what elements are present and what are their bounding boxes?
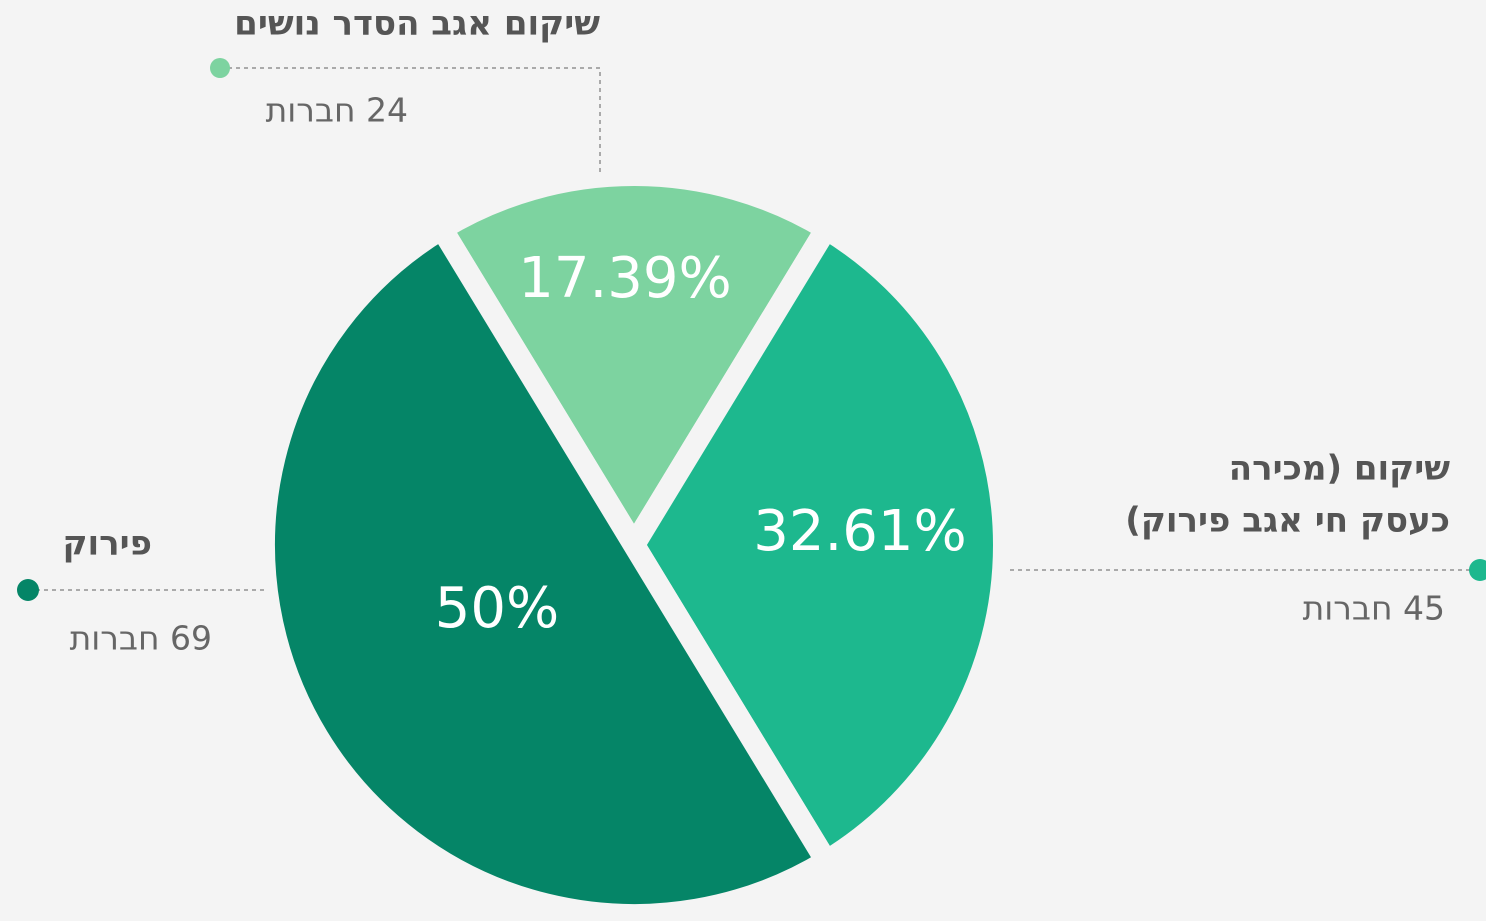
- pie-slice: [621, 213, 1015, 877]
- slice-label: שיקום (מכירה: [1229, 449, 1450, 489]
- slice-label: כעסק חי אגב פירוק): [1125, 501, 1450, 541]
- leader-line: [220, 67, 601, 175]
- pie: [253, 164, 1015, 921]
- value-label: 32.61%: [753, 499, 967, 564]
- pie-slice: [426, 164, 842, 567]
- slice-label: שיקום אגב הסדר נושים: [234, 4, 600, 44]
- value-label: 50%: [435, 576, 559, 641]
- leader-dot: [210, 58, 230, 78]
- count-label: 69 חברות: [70, 619, 212, 658]
- leader-dot: [1469, 559, 1486, 581]
- count-label: 45 חברות: [1303, 589, 1445, 628]
- value-label: 17.39%: [518, 246, 732, 311]
- count-label: 24 חברות: [266, 91, 408, 130]
- pie-slice: [253, 213, 842, 921]
- slice-label: פירוק: [62, 524, 152, 564]
- leader-dot: [17, 579, 39, 601]
